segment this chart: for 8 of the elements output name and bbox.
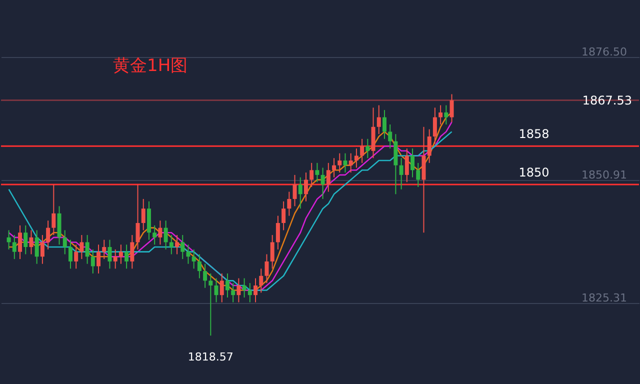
ref-line-label: 1867.53 — [582, 93, 632, 108]
y-tick-label: 1825.31 — [582, 292, 627, 305]
y-tick-label: 1876.50 — [582, 46, 627, 59]
ref-line-label: 1858 — [518, 127, 550, 142]
annotation: 1818.57 — [188, 350, 234, 364]
y-tick-label: 1850.91 — [582, 168, 627, 182]
text: 黄金1H图 — [113, 56, 188, 76]
ref-line-label: 1850 — [518, 166, 550, 180]
